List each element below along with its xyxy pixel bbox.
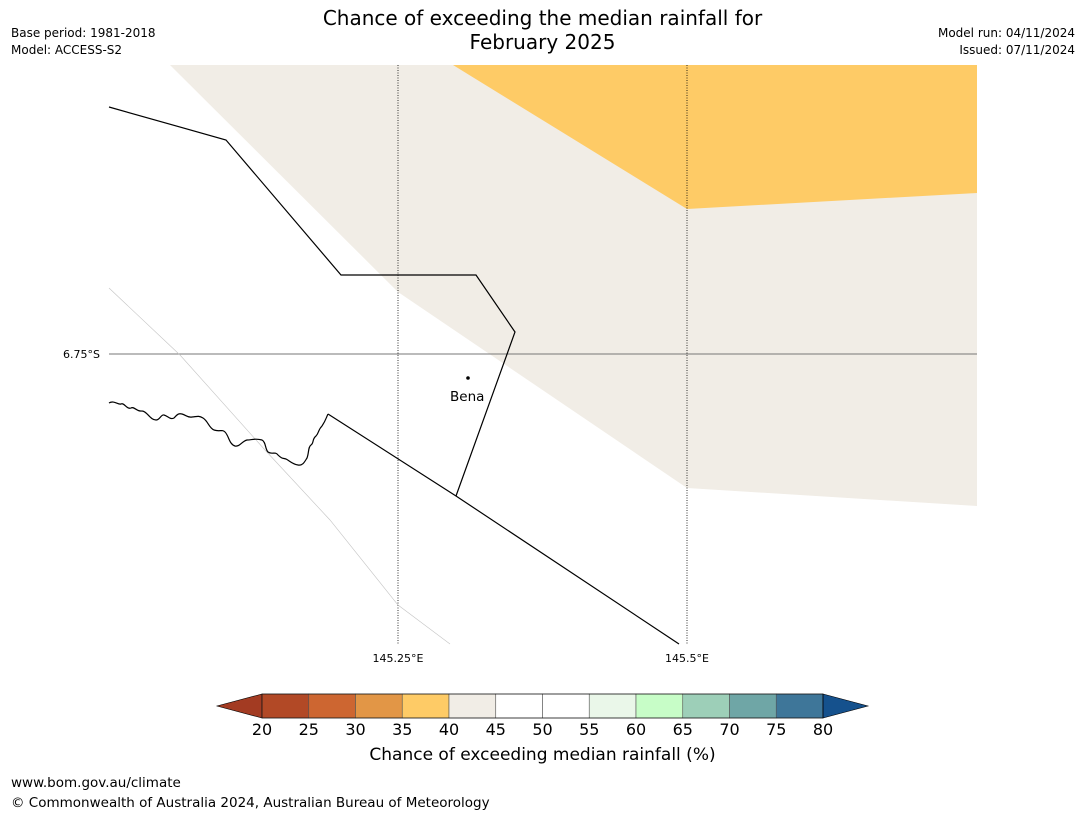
colorbar-segment-60-65 — [635, 693, 684, 719]
colorbar-segment-70-75 — [729, 693, 777, 719]
river-line — [108, 287, 451, 645]
model-run: Model run: 04/11/2024 — [937, 26, 1075, 40]
colorbar-segment-25-30 — [308, 693, 356, 719]
meta-left: Base period: 1981-2018 Model: ACCESS-S2 — [11, 25, 156, 59]
map-title: Chance of exceeding the median rainfall … — [0, 6, 1085, 54]
province-boundary-south — [327, 413, 680, 645]
zone-35-40 — [453, 65, 977, 209]
colorbar-segment-65-70 — [682, 693, 730, 719]
lon-label-145.5: 145.5°E — [665, 652, 709, 665]
colorbar-tick-30: 30 — [345, 720, 366, 739]
colorbar-tick-60: 60 — [625, 720, 647, 739]
colorbar-segment-30-35 — [355, 693, 403, 719]
colorbar-segment-55-60 — [588, 693, 637, 719]
colorbar-tick-35: 35 — [392, 720, 413, 739]
footer-copyright: © Commonwealth of Australia 2024, Austra… — [11, 795, 490, 811]
colorbar-segment-45-50 — [495, 693, 543, 719]
colorbar-segment-20-25 — [261, 693, 310, 719]
rainfall-map: Bena 6.75°S 145.25°E 145.5°E — [63, 65, 977, 665]
lon-label-145.25: 145.25°E — [373, 652, 424, 665]
colorbar-tick-80: 80 — [812, 720, 834, 739]
colorbar-tick-45: 45 — [485, 720, 506, 739]
base-period: Base period: 1981-2018 — [11, 26, 156, 40]
coastline — [108, 401, 329, 466]
map-title-line2: February 2025 — [469, 30, 616, 54]
colorbar-border — [261, 693, 824, 719]
colorbar — [215, 693, 870, 719]
colorbar-tick-55: 55 — [579, 720, 600, 739]
colorbar-tick-40: 40 — [438, 720, 460, 739]
colorbar-tick-70: 70 — [719, 720, 740, 739]
model-name: Model: ACCESS-S2 — [11, 43, 123, 57]
province-boundary-north — [108, 106, 516, 497]
lat-label: 6.75°S — [63, 348, 100, 361]
colorbar-segment-35-40 — [401, 693, 450, 719]
colorbar-title: Chance of exceeding median rainfall (%) — [369, 745, 716, 765]
colorbar-segment-40-45 — [448, 693, 497, 719]
colorbar-arrow-low — [215, 693, 263, 719]
colorbar-tick-20: 20 — [251, 720, 273, 739]
footer-url: www.bom.gov.au/climate — [11, 775, 181, 791]
town-marker-bena — [466, 376, 470, 380]
colorbar-tick-25: 25 — [298, 720, 319, 739]
meta-right: Model run: 04/11/2024 Issued: 07/11/2024 — [938, 25, 1075, 59]
colorbar-segment-50-55 — [542, 693, 590, 719]
colorbar-tick-75: 75 — [766, 720, 787, 739]
colorbar-tick-50: 50 — [532, 720, 553, 739]
colorbar-segment-75-80 — [775, 693, 824, 719]
issued-date: Issued: 07/11/2024 — [959, 43, 1075, 57]
colorbar-arrow-high — [822, 693, 870, 719]
map-title-line1: Chance of exceeding the median rainfall … — [322, 6, 763, 30]
town-label-bena: Bena — [450, 389, 484, 405]
colorbar-tick-65: 65 — [672, 720, 693, 739]
